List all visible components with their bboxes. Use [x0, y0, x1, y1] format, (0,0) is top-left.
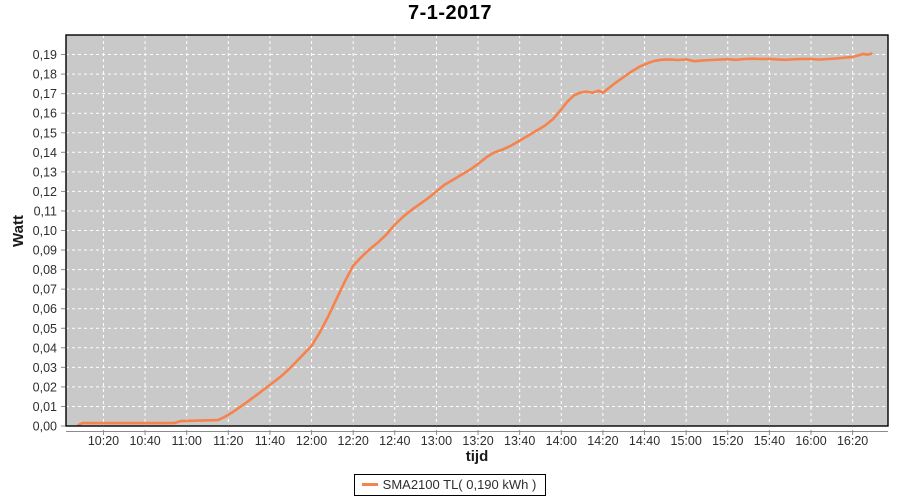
- y-tick-label: 0,12: [33, 185, 57, 199]
- x-tick-label: 10:20: [88, 434, 119, 448]
- x-tick-label: 16:00: [795, 434, 826, 448]
- series-color-swatch-icon: [361, 483, 378, 486]
- x-tick-label: 11:00: [172, 434, 202, 448]
- x-tick-label: 15:20: [712, 434, 743, 448]
- y-tick-label: 0,17: [33, 87, 57, 101]
- x-tick-label: 11:40: [255, 434, 285, 448]
- y-tick-label: 0,19: [33, 48, 57, 62]
- y-tick-label: 0,01: [33, 400, 57, 414]
- x-tick-label: 14:40: [629, 434, 660, 448]
- y-tick-label: 0,09: [33, 244, 57, 258]
- y-tick-label: 0,04: [33, 341, 57, 355]
- x-tick-label: 16:20: [837, 434, 868, 448]
- x-tick-label: 13:40: [504, 434, 535, 448]
- x-tick-label: 10:40: [129, 434, 160, 448]
- chart-title: 7-1-2017: [407, 2, 493, 24]
- y-tick-label: 0,05: [33, 322, 57, 336]
- x-tick-label: 12:20: [338, 434, 369, 448]
- legend: SMA2100 TL( 0,190 kWh ): [0, 474, 900, 496]
- y-tick-label: 0,18: [33, 68, 57, 82]
- x-tick-label: 13:00: [421, 434, 452, 448]
- y-tick-label: 0,14: [33, 146, 57, 160]
- x-axis-title: tijd: [465, 448, 489, 465]
- legend-label: SMA2100 TL( 0,190 kWh ): [382, 477, 537, 492]
- x-tick-label: 12:00: [296, 434, 327, 448]
- x-tick-label: 14:20: [587, 434, 618, 448]
- y-tick-label: 0,02: [33, 380, 57, 394]
- y-tick-label: 0,15: [33, 126, 57, 140]
- y-tick-label: 0,10: [33, 224, 57, 238]
- y-tick-label: 0,08: [33, 263, 57, 277]
- x-tick-label: 13:20: [462, 434, 493, 448]
- legend-item: SMA2100 TL( 0,190 kWh ): [353, 474, 547, 496]
- x-tick-label: 15:40: [754, 434, 785, 448]
- x-tick-label: 12:40: [379, 434, 410, 448]
- y-tick-label: 0,03: [33, 361, 57, 375]
- x-tick-label: 15:00: [671, 434, 702, 448]
- y-tick-label: 0,00: [33, 420, 57, 434]
- series-line: [77, 52, 873, 427]
- y-tick-label: 0,06: [33, 302, 57, 316]
- y-tick-label: 0,07: [33, 283, 57, 297]
- x-tick-label: 14:00: [546, 434, 577, 448]
- y-tick-label: 0,13: [33, 165, 57, 179]
- y-tick-label: 0,11: [34, 204, 57, 218]
- plot-border: [65, 34, 889, 427]
- x-tick-label: 11:20: [213, 434, 243, 448]
- y-tick-label: 0,16: [33, 107, 57, 121]
